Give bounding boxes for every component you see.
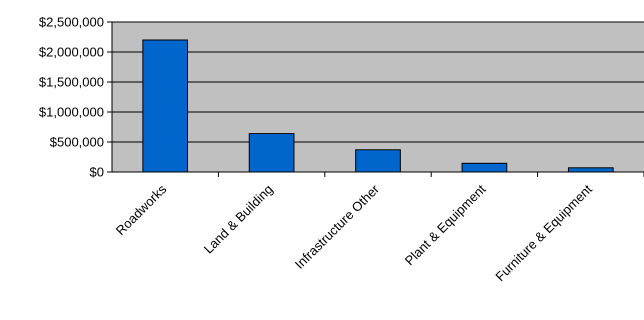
x-category-label: Land & Building — [201, 182, 276, 257]
y-tick-label: $1,000,000 — [39, 105, 104, 120]
y-tick-label: $500,000 — [50, 135, 104, 150]
y-tick-label: $2,000,000 — [39, 45, 104, 60]
bar — [248, 133, 295, 173]
bar — [142, 39, 189, 173]
bar — [355, 149, 401, 173]
x-category-label: Roadworks — [113, 181, 170, 238]
x-category-label: Infrastructure Other — [292, 181, 383, 272]
y-tick-labels: $0 $500,000 $1,000,000 $1,500,000 $2,000,000… — [39, 15, 104, 180]
y-tick-label: $0 — [90, 165, 104, 180]
bar — [461, 162, 508, 173]
x-category-label: Plant & Equipment — [402, 181, 489, 268]
y-tick-label: $2,500,000 — [39, 15, 104, 30]
gridlines — [112, 21, 644, 143]
x-category-label: Furniture & Equipment — [492, 181, 595, 284]
bar — [567, 167, 614, 173]
y-tick-label: $1,500,000 — [39, 75, 104, 90]
x-category-labels: Roadworks Land & Building Infrastructure O… — [113, 181, 595, 284]
plot-area — [112, 22, 644, 172]
axes — [107, 21, 644, 177]
